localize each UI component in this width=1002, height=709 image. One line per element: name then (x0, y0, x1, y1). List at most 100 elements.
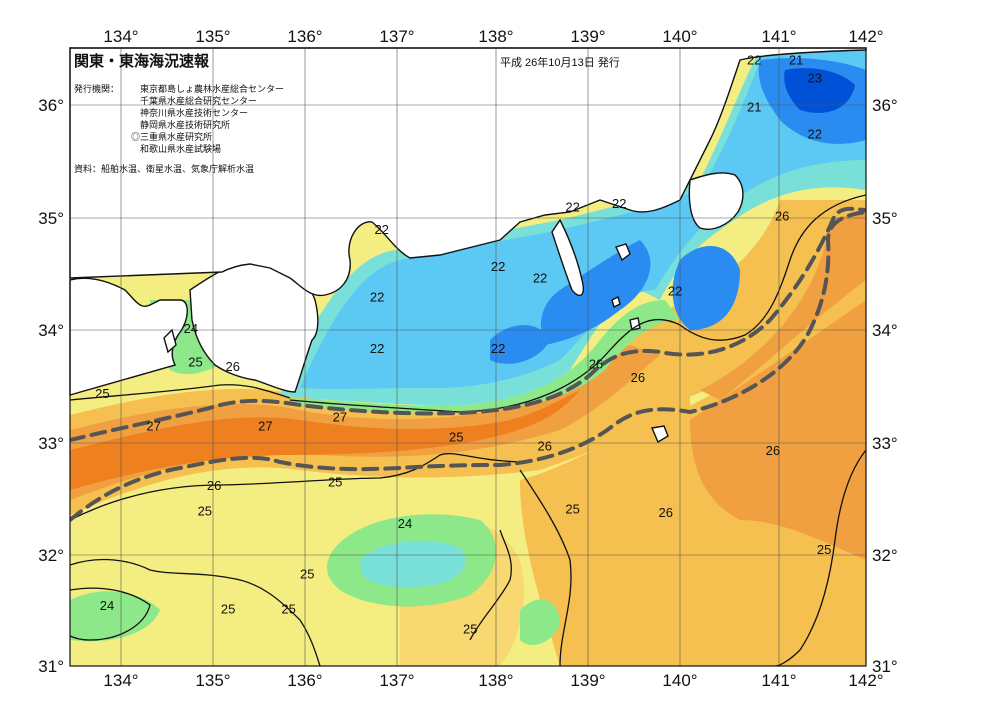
lon-tick-bottom: 134° (103, 671, 138, 690)
water-28-band (70, 390, 580, 490)
isotherm-label: 22 (375, 222, 389, 237)
water-23-south (360, 540, 466, 588)
lon-tick-top: 135° (195, 27, 230, 46)
agency-5: ◎三重県水産研究所 (131, 131, 212, 142)
isotherm-label: 25 (221, 601, 235, 616)
lon-tick-top: 142° (848, 27, 883, 46)
source-note: 資料：船舶水温、衛星水温、気象庁解析水温 (74, 163, 254, 174)
lon-tick-bottom: 139° (570, 671, 605, 690)
water-21-sagami (540, 240, 651, 345)
isotherm-label: 24 (100, 598, 114, 613)
isotherm-label: 26 (766, 443, 780, 458)
isotherm-label: 22 (565, 200, 579, 215)
isotherm-26-kuroshio (289, 194, 866, 413)
isotherm-label: 25 (95, 386, 109, 401)
agency-1: 東京都島しょ農林水産総合センター (140, 83, 284, 94)
isotherm-25-south-d (774, 449, 866, 666)
lon-tick-bottom: 137° (379, 671, 414, 690)
water-22-coast (300, 48, 866, 389)
isotherm-label: 25 (281, 601, 295, 616)
water-24-southeast (520, 599, 560, 645)
isotherm-24-southwest (70, 587, 151, 641)
lat-tick-right: 33° (872, 434, 898, 453)
header-block: 関東・東海海況速報 平成 26年10月13日 発行 発行機関： 東京都島しょ農林… (74, 52, 620, 174)
isotherm-label: 26 (226, 359, 240, 374)
lon-tick-bottom: 136° (287, 671, 322, 690)
isotherm-25-south-c (519, 469, 572, 666)
map-frame (69, 47, 867, 667)
agency-3: 神奈川県水産技術センター (140, 107, 248, 118)
water-26-east-2 (640, 200, 866, 400)
lat-ticks-right: 36° 35° 34° 33° 32° 31° (872, 96, 898, 676)
agency-2: 千葉県水産総合研究センター (140, 95, 257, 106)
isotherm-label: 21 (789, 53, 803, 68)
lon-tick-top: 137° (379, 27, 414, 46)
lat-tick-left: 32° (38, 546, 64, 565)
lat-tick-left: 33° (38, 434, 64, 453)
water-27-east-2 (700, 210, 866, 400)
water-27-band (70, 345, 660, 500)
lat-tick-right: 36° (872, 96, 898, 115)
isotherm-label: 22 (370, 289, 384, 304)
water-19-ibaraki (784, 68, 855, 113)
map-title: 関東・東海海況速報 (74, 52, 210, 70)
isotherm-25-north (70, 384, 291, 401)
issue-date: 平成 26年10月13日 発行 (500, 55, 620, 69)
lat-tick-right: 32° (872, 546, 898, 565)
land-awaji (163, 328, 177, 354)
land-niijima (629, 317, 641, 331)
isotherm-label: 27 (146, 418, 160, 433)
lon-tick-bottom: 142° (848, 671, 883, 690)
lon-tick-top: 138° (478, 27, 513, 46)
kuroshio-axis (70, 206, 866, 522)
water-21-offshore (672, 246, 740, 330)
isotherm-label: 26 (537, 439, 551, 454)
water-21-enshu (490, 325, 550, 364)
land-miyake (611, 295, 621, 309)
lon-tick-bottom: 141° (761, 671, 796, 690)
isotherm-label: 25 (300, 566, 314, 581)
lat-tick-right: 35° (872, 209, 898, 228)
isotherm-label: 26 (775, 209, 789, 224)
agency-6: 和歌山県水産試験場 (140, 143, 221, 154)
lon-tick-top: 140° (662, 27, 697, 46)
isotherm-25-south-e (469, 529, 512, 641)
lon-tick-bottom: 135° (195, 671, 230, 690)
isotherm-label: 21 (747, 100, 761, 115)
kuroshio-axis-south (70, 210, 866, 522)
lat-tick-left: 31° (38, 657, 64, 676)
isotherm-label: 25 (449, 430, 463, 445)
isotherm-label: 27 (258, 418, 272, 433)
isotherm-label: 25 (198, 504, 212, 519)
agency-4: 静岡県水産技術研究所 (140, 119, 230, 130)
isotherm-label: 25 (328, 474, 342, 489)
isotherms (70, 194, 866, 666)
lat-tick-right: 31° (872, 657, 898, 676)
lon-tick-top: 139° (570, 27, 605, 46)
isotherm-label: 22 (533, 270, 547, 285)
isotherm-label: 26 (207, 478, 221, 493)
isotherm-25-south-a (70, 452, 521, 521)
isotherm-label: 24 (184, 321, 198, 336)
isotherm-label: 22 (747, 53, 761, 68)
isotherm-label: 22 (612, 196, 626, 211)
lat-tick-left: 36° (38, 96, 64, 115)
isotherm-25-south-b (70, 558, 321, 666)
lon-tick-top: 141° (761, 27, 796, 46)
land (69, 47, 867, 444)
water-24-transition (290, 300, 680, 413)
isotherm-label: 22 (491, 341, 505, 356)
isotherm-label: 26 (631, 370, 645, 385)
land-hachijo (651, 425, 669, 444)
land-oshima (615, 243, 631, 262)
water-24-southwest (70, 591, 160, 642)
isotherm-label: 25 (463, 621, 477, 636)
isotherm-label: 22 (808, 127, 822, 142)
isotherm-label: 22 (668, 284, 682, 299)
water-27-east (690, 300, 866, 560)
lon-tick-bottom: 138° (478, 671, 513, 690)
lon-tick-top: 134° (103, 27, 138, 46)
isotherm-label: 25 (817, 542, 831, 557)
isotherm-label: 24 (398, 516, 412, 531)
